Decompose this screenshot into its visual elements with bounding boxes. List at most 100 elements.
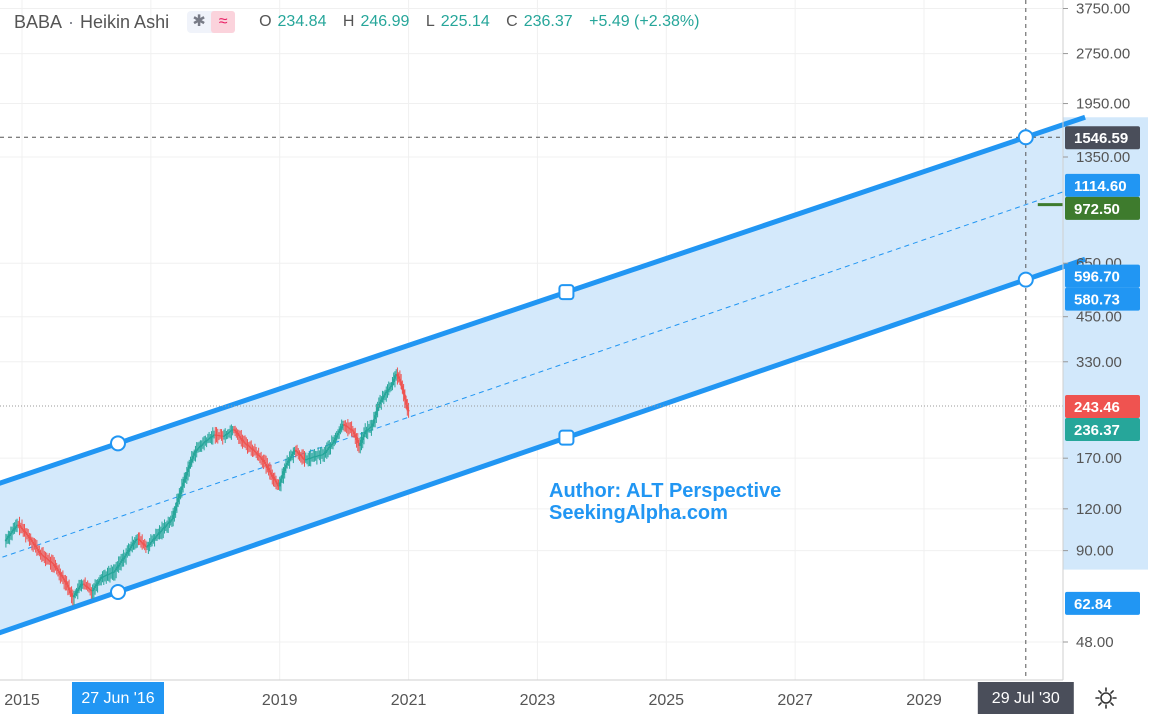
candle-body [127, 550, 130, 552]
candle-body [134, 539, 137, 542]
candle-body [116, 566, 119, 569]
candle-body [162, 528, 165, 530]
candle-body [4, 539, 7, 542]
time-tick-label: 2015 [4, 692, 40, 709]
candle-body [365, 430, 368, 432]
candle-body [209, 437, 212, 439]
candle-body [274, 480, 277, 483]
candle-body [169, 520, 172, 522]
candle-body [284, 465, 287, 468]
candle-body [19, 526, 22, 528]
candle-body [63, 578, 66, 581]
time-tick-label: 2019 [262, 692, 298, 709]
candle-body [375, 411, 378, 416]
candle-body [398, 378, 401, 382]
candle-body [318, 455, 321, 457]
date-marker-box [71, 682, 164, 714]
candle-body [85, 585, 88, 587]
candle-body [102, 576, 105, 578]
candle-body [159, 530, 162, 533]
price-tick-label: 3750.00 [1076, 0, 1130, 17]
channel-handle-lower[interactable] [558, 429, 575, 446]
candle-body [360, 439, 363, 443]
candle-body [260, 457, 263, 459]
candle-body [348, 427, 351, 429]
candle-body [64, 580, 67, 583]
candle-body [224, 434, 227, 436]
candle-body [270, 472, 273, 475]
price-label-box [1065, 287, 1140, 311]
low-value: 225.14 [440, 13, 490, 30]
candle-body [234, 429, 237, 432]
candle-body [340, 426, 343, 429]
candle-body [279, 478, 282, 483]
candle-body [81, 583, 84, 585]
candle-body [307, 458, 310, 460]
candle-body [146, 546, 149, 548]
channel-handle-upper[interactable] [558, 284, 575, 301]
symbol-name[interactable]: BABA [14, 11, 63, 32]
candle-body [393, 375, 396, 379]
candle-body [141, 542, 144, 544]
candle-body [402, 390, 405, 395]
candle-body [113, 570, 116, 572]
candle-body [354, 434, 357, 438]
candle-body [86, 586, 89, 588]
candle-body [407, 410, 410, 412]
wave-icon[interactable]: ≈ [211, 11, 236, 33]
settings-gear-icon[interactable] [1094, 686, 1118, 710]
channel-handle-lower[interactable] [1017, 271, 1034, 288]
candle-body [380, 399, 383, 402]
candle-body [142, 543, 145, 545]
candle-body [163, 526, 166, 529]
price-label-box [1065, 126, 1140, 150]
candle-body [344, 424, 347, 426]
candle-body [211, 435, 214, 437]
channel-handle-upper[interactable] [109, 435, 126, 452]
legend-separator: · [68, 11, 75, 32]
candle-body [313, 456, 316, 458]
candle-body [339, 428, 342, 431]
candle-body [91, 589, 94, 592]
candle-body [199, 445, 202, 448]
price-label-box [1065, 173, 1140, 197]
candle-body [106, 574, 109, 576]
candle-body [281, 474, 284, 479]
candle-body [11, 531, 14, 533]
candle-body [330, 443, 333, 446]
channel-anchors [109, 129, 1034, 600]
channel-handle-upper[interactable] [1017, 129, 1034, 146]
candle-body [61, 576, 64, 579]
candle-body [152, 539, 155, 541]
candle-body [77, 587, 80, 590]
candle-body [255, 452, 258, 454]
asterisk-icon[interactable]: ✱ [192, 13, 206, 30]
candle-body [232, 429, 235, 431]
candle-body [362, 434, 365, 438]
chart-style-label[interactable]: Heikin Ashi [80, 11, 170, 32]
candle-body [178, 494, 181, 499]
candle-body [244, 442, 247, 444]
candle-body [334, 437, 337, 441]
candle-body [193, 452, 196, 456]
candle-body [246, 444, 249, 446]
candle-body [97, 580, 100, 583]
open-value: 234.84 [277, 13, 327, 30]
candle-body [104, 575, 107, 577]
candle-body [56, 569, 59, 572]
candle-body [25, 533, 28, 536]
candle-body [297, 452, 300, 454]
candle-body [172, 515, 175, 520]
candle-body [60, 574, 63, 577]
candle-body [256, 453, 259, 455]
candle-body [120, 561, 123, 563]
candle-body [379, 401, 382, 405]
candle-body [35, 547, 38, 550]
channel-handle-lower[interactable] [109, 583, 126, 600]
candle-body [99, 578, 102, 581]
candle-body [261, 458, 264, 460]
legend-buttons: ✱ ≈ [187, 11, 236, 33]
candle-body [156, 534, 159, 537]
